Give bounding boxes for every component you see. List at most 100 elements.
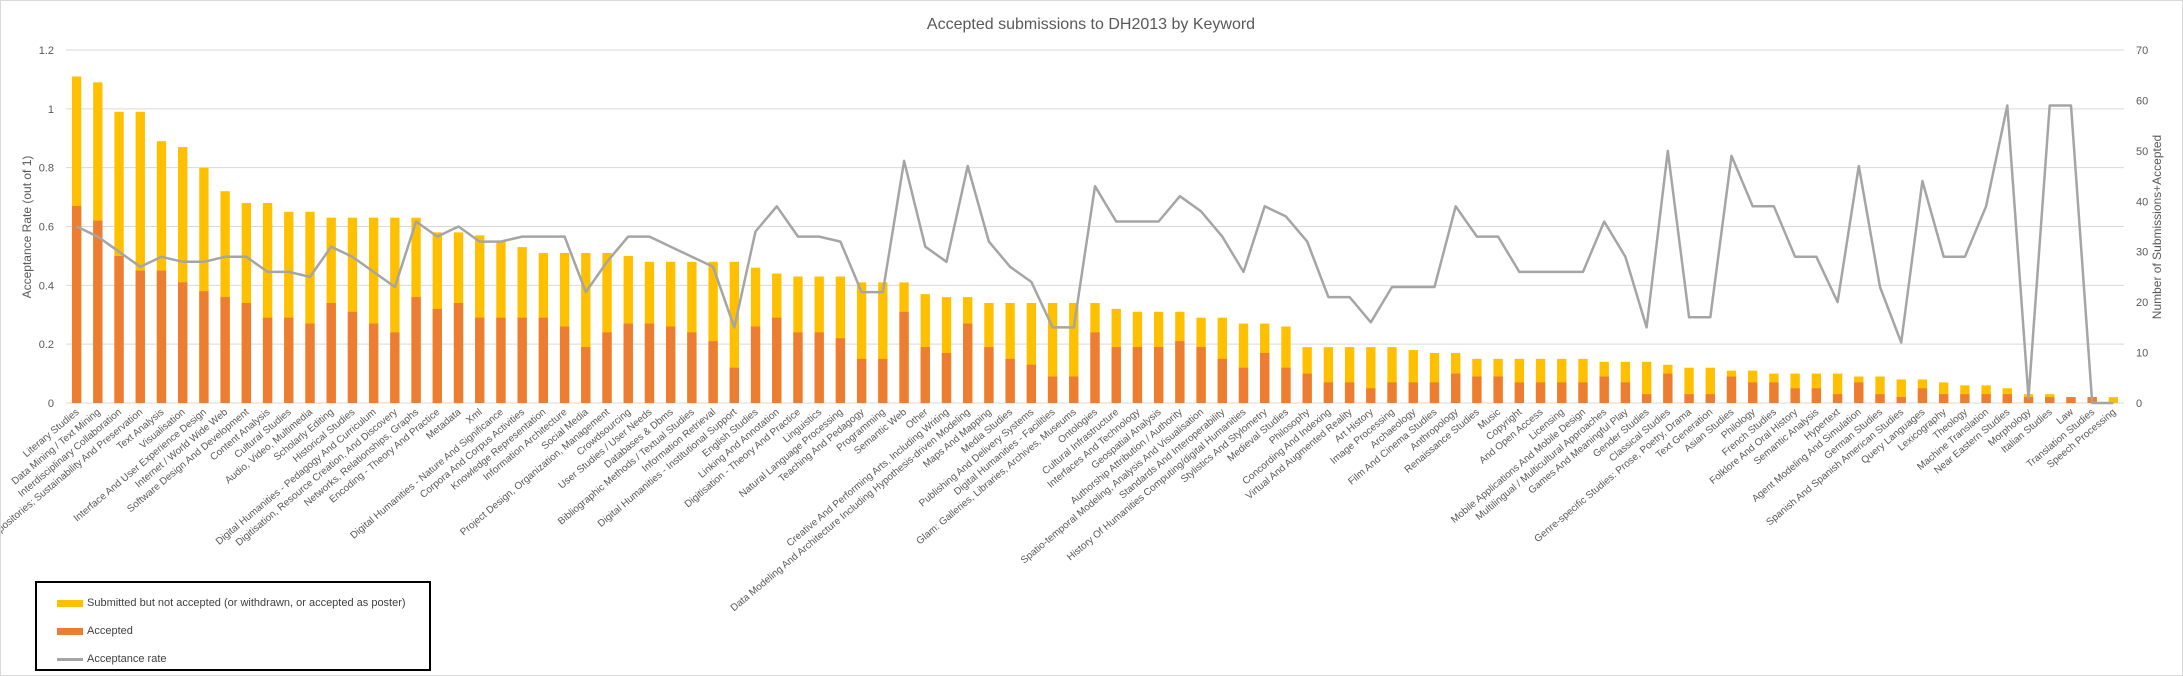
- bar-submitted: [1408, 350, 1418, 403]
- bar-accepted: [708, 341, 718, 403]
- y2-tick-label: 20: [2136, 297, 2148, 309]
- bar-accepted: [1663, 373, 1673, 403]
- bar-accepted: [178, 282, 188, 403]
- bar-submitted: [1281, 326, 1291, 403]
- bar-accepted: [750, 326, 761, 403]
- bar-accepted: [899, 311, 909, 403]
- bar-accepted: [284, 317, 294, 403]
- bar-accepted: [1705, 394, 1715, 403]
- acceptance-rate-series: [76, 104, 2114, 405]
- bar-accepted: [432, 308, 442, 403]
- bar-submitted: [1684, 367, 1694, 403]
- bar-accepted: [2045, 397, 2055, 403]
- bar-accepted: [1005, 358, 1015, 403]
- y-tick-label: 0.8: [39, 163, 54, 175]
- bar-accepted: [1960, 394, 1970, 403]
- legend-label-accepted: Accepted: [87, 625, 133, 637]
- bar-accepted: [71, 205, 82, 403]
- legend-label-submitted: Submitted but not accepted (or withdrawn…: [87, 597, 406, 609]
- bar-accepted: [1641, 394, 1652, 403]
- legend-item-accepted: Accepted: [57, 625, 133, 637]
- bar-accepted: [623, 323, 633, 403]
- y-tick-label: 0.4: [39, 280, 54, 292]
- legend-item-submitted: Submitted but not accepted (or withdrawn…: [57, 597, 406, 609]
- bar-submitted: [708, 261, 718, 403]
- bar-submitted: [1535, 358, 1546, 403]
- bar-accepted: [1599, 376, 1609, 403]
- bar-submitted: [1069, 302, 1079, 403]
- bar-submitted: [729, 261, 739, 403]
- bar-accepted: [1323, 382, 1334, 403]
- bar-accepted: [772, 317, 782, 403]
- bar-accepted: [326, 302, 336, 403]
- bar-submitted: [1429, 352, 1440, 403]
- bar-accepted: [644, 323, 655, 403]
- bar-submitted: [305, 211, 315, 403]
- bar-accepted: [1535, 382, 1546, 403]
- bar-accepted: [114, 255, 124, 403]
- bar-submitted: [1875, 376, 1885, 403]
- bar-submitted: [1514, 358, 1524, 403]
- y-axis-title: Acceptance Rate (out of 1): [20, 156, 34, 299]
- bar-accepted: [241, 302, 252, 403]
- bar-accepted: [581, 347, 591, 403]
- bar-accepted: [1217, 358, 1227, 403]
- bar-submitted: [1005, 302, 1015, 403]
- bar-submitted: [941, 297, 952, 403]
- bar-accepted: [1493, 376, 1503, 403]
- y-tick-label: 1: [48, 104, 54, 116]
- bar-accepted: [1769, 382, 1779, 403]
- y-tick-label: 0: [48, 398, 54, 410]
- bar-submitted: [581, 252, 591, 403]
- bar-submitted: [368, 217, 379, 403]
- bar-accepted: [1620, 382, 1631, 403]
- bar-submitted: [856, 282, 867, 403]
- bar-accepted: [2066, 397, 2076, 403]
- bar-accepted: [1408, 382, 1418, 403]
- bar-accepted: [2002, 394, 2012, 403]
- bar-accepted: [559, 326, 570, 403]
- bar-accepted: [1090, 332, 1100, 403]
- bar-accepted: [262, 317, 273, 403]
- bars: [71, 76, 2119, 404]
- bar-accepted: [1726, 376, 1737, 403]
- bar-accepted: [1514, 382, 1524, 403]
- bar-accepted: [963, 323, 973, 403]
- bar-accepted: [1790, 388, 1800, 403]
- bar-accepted: [1175, 341, 1185, 403]
- bar-accepted: [941, 352, 952, 403]
- bar-accepted: [1387, 382, 1397, 403]
- bar-accepted: [475, 317, 485, 403]
- bar-submitted: [199, 167, 209, 403]
- bar-accepted: [1429, 382, 1440, 403]
- bar-accepted: [1302, 373, 1312, 403]
- bar-submitted: [390, 217, 400, 403]
- legend-item-acceptance-rate: Acceptance rate: [57, 653, 167, 665]
- bar-accepted: [1047, 376, 1058, 403]
- bar-accepted: [411, 297, 421, 403]
- bar-submitted: [602, 252, 612, 403]
- bar-accepted: [135, 270, 145, 403]
- bar-submitted: [1344, 347, 1355, 403]
- bar-accepted: [1111, 347, 1121, 403]
- bar-accepted: [1451, 373, 1461, 403]
- bar-accepted: [93, 220, 103, 403]
- bar-accepted: [814, 332, 824, 403]
- bar-accepted: [199, 291, 209, 403]
- bar-accepted: [1684, 394, 1694, 403]
- bar-submitted: [1578, 358, 1588, 403]
- bar-accepted: [856, 358, 867, 403]
- bar-accepted: [835, 338, 846, 403]
- bar-accepted: [1344, 382, 1355, 403]
- bar-submitted: [2108, 397, 2119, 403]
- bar-accepted: [1132, 347, 1143, 403]
- bar-accepted: [368, 323, 379, 403]
- bar-accepted: [390, 332, 400, 403]
- legend-label-acceptance-rate: Acceptance rate: [87, 653, 167, 665]
- y2-tick-label: 70: [2136, 45, 2148, 57]
- bar-accepted: [1366, 388, 1376, 403]
- bar-accepted: [1238, 367, 1249, 403]
- bar-accepted: [453, 302, 464, 403]
